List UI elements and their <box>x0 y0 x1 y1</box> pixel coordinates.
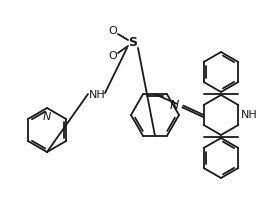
Text: S: S <box>128 37 138 49</box>
Text: O: O <box>109 26 117 36</box>
Text: NH: NH <box>89 90 105 100</box>
Text: O: O <box>109 51 117 61</box>
Text: N: N <box>170 99 179 112</box>
Text: NH: NH <box>241 110 258 120</box>
Text: N: N <box>43 112 51 122</box>
